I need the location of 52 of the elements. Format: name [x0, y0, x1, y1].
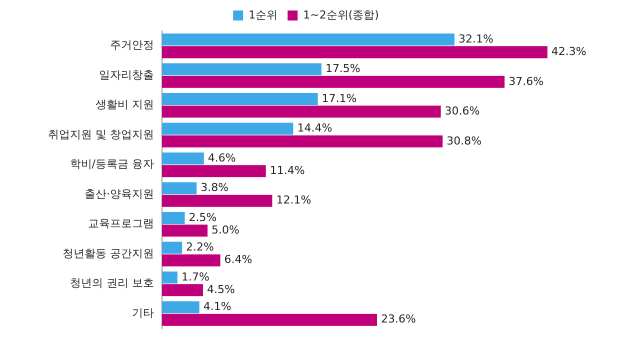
- bar: [162, 271, 178, 284]
- data-label: 4.6%: [208, 151, 236, 164]
- data-label: 12.1%: [276, 194, 312, 207]
- bar: [162, 46, 548, 58]
- y-tick-label: 청년의 권리 보호: [70, 276, 154, 290]
- bar: [162, 182, 197, 194]
- data-label: 1.7%: [181, 270, 210, 284]
- y-tick-label: 주거안정: [110, 38, 154, 52]
- data-label: 14.4%: [297, 122, 332, 135]
- data-label: 17.5%: [325, 62, 360, 76]
- data-label: 3.8%: [200, 181, 229, 194]
- bar: [162, 152, 204, 165]
- bar: [162, 76, 505, 88]
- bar: [162, 284, 203, 296]
- bar: [162, 63, 322, 76]
- legend-label: 1~2순위(종합): [303, 8, 379, 22]
- bar: [162, 242, 182, 254]
- y-tick-label: 생활비 지원: [95, 98, 154, 112]
- y-tick-label: 학비/등록금 융자: [70, 158, 154, 171]
- y-tick-label: 일자리창출: [98, 68, 154, 82]
- bar: [162, 165, 266, 178]
- data-label: 5.0%: [212, 223, 240, 236]
- bar: [162, 301, 200, 314]
- data-label: 4.1%: [203, 300, 232, 314]
- data-label: 4.5%: [206, 282, 235, 296]
- data-label: 30.6%: [444, 104, 480, 118]
- bar: [162, 194, 272, 207]
- y-tick-label: 기타: [132, 306, 154, 320]
- data-label: 23.6%: [381, 312, 416, 326]
- bar: [162, 224, 208, 237]
- bar: [162, 254, 220, 266]
- data-label: 11.4%: [270, 164, 305, 178]
- legend-label: 1순위: [248, 8, 278, 22]
- data-label: 30.8%: [446, 134, 482, 148]
- data-label: 37.6%: [508, 74, 544, 88]
- data-label: 42.3%: [551, 45, 586, 58]
- y-tick-label: 취업지원 및 창업지원: [48, 128, 154, 141]
- data-label: 2.2%: [186, 240, 214, 254]
- bar: [162, 34, 454, 46]
- bar: [162, 106, 441, 118]
- data-label: 17.1%: [322, 92, 357, 105]
- bar: [162, 93, 318, 106]
- bar: [162, 314, 378, 326]
- data-label: 6.4%: [224, 253, 252, 266]
- data-label: 2.5%: [188, 210, 217, 224]
- bar: [162, 212, 185, 224]
- y-tick-label: 청년활동 공간지원: [62, 246, 154, 260]
- y-tick-label: 교육프로그램: [88, 217, 154, 230]
- bar: [162, 122, 294, 135]
- y-tick-label: 출산·양육지원: [84, 187, 154, 200]
- data-label: 32.1%: [458, 32, 494, 46]
- bar: [162, 135, 443, 148]
